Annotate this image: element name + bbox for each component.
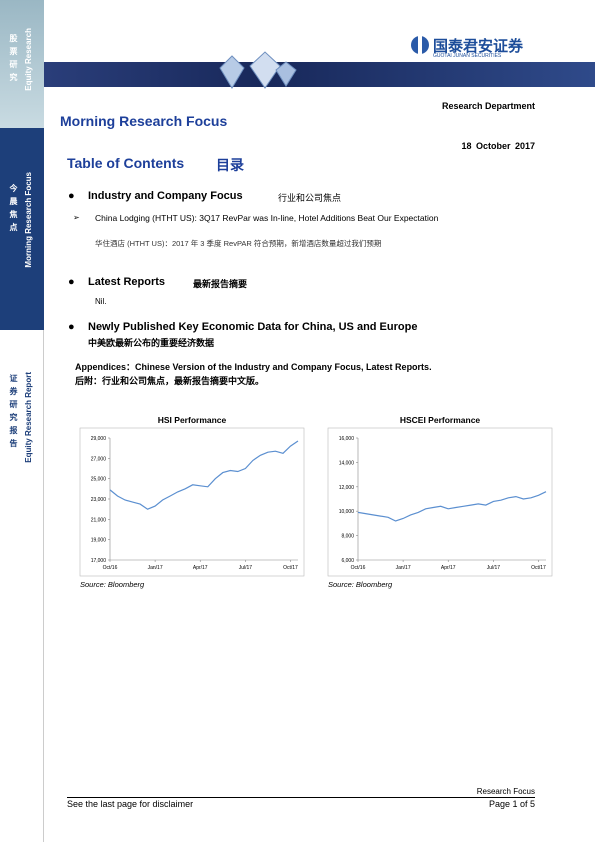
- y-tick-label: 25,000: [91, 477, 107, 483]
- section-title-cn: 中美欧最新公布的重要经济数据: [88, 338, 215, 348]
- x-tick-label: Oct/17: [283, 565, 298, 571]
- y-tick-label: 23,000: [91, 497, 107, 503]
- chart-frame: [327, 427, 553, 577]
- bullet: ●: [68, 321, 75, 333]
- x-tick-label: Oct/16: [103, 565, 118, 571]
- y-tick-label: 27,000: [91, 456, 107, 462]
- chart: HSI Performance 17,000 19,000 21,000 23,000 2…: [79, 415, 305, 589]
- sidebar-en: Equity Research: [24, 28, 33, 91]
- x-tick-label: Oct/17: [531, 565, 546, 571]
- y-tick-label: 8,000: [341, 534, 354, 540]
- sidebar-cn: 今晨焦点: [9, 184, 18, 236]
- department: Research Department: [441, 101, 535, 111]
- section-title: Latest Reports: [88, 276, 166, 288]
- y-tick-label: 12,000: [339, 485, 355, 491]
- header-bar: [44, 62, 595, 87]
- sidebar-en: Morning Research Focus: [24, 172, 33, 268]
- report-title: Morning Research Focus: [60, 113, 228, 129]
- note: Nil.: [95, 297, 107, 306]
- toc-title-cn: 目录: [216, 157, 244, 173]
- arrow: ➢: [73, 213, 80, 222]
- bullet: ●: [68, 190, 75, 202]
- sidebar-block: 证券研究报告 Equity Research Report: [0, 330, 44, 842]
- line: [357, 491, 547, 522]
- toc-title: Table of Contents: [67, 155, 185, 171]
- sidebar-cn: 证券研究报告: [9, 374, 18, 452]
- x-tick-label: Jul/17: [239, 565, 253, 571]
- chart: HSCEI Performance 6,000 8,000 10,000 12,000 1…: [327, 415, 553, 589]
- x-tick-label: Jan/17: [148, 565, 163, 571]
- sidebar-cn: 股票研究: [9, 34, 18, 86]
- line: [109, 440, 299, 510]
- appendix: Appendices：Chinese Version of the Indust…: [75, 362, 432, 372]
- footer-rule: [67, 797, 535, 798]
- appendix-cn: 后附：行业和公司焦点，最新报告摘要中文版。: [75, 376, 265, 386]
- section-title: Newly Published Key Economic Data for Ch…: [88, 321, 418, 333]
- y-tick-label: 14,000: [339, 460, 355, 466]
- y-tick-label: 10,000: [339, 509, 355, 515]
- sidebar-block: 股票研究 Equity Research: [0, 0, 44, 128]
- chart-source: Source: Bloomberg: [328, 580, 393, 589]
- logo-text: 国泰君安证券: [433, 38, 524, 55]
- logo-mark: [411, 36, 429, 54]
- x-tick-label: Jul/17: [487, 565, 501, 571]
- sidebar-block: 今晨焦点 Morning Research Focus: [0, 128, 44, 330]
- chart-title: HSI Performance: [158, 415, 227, 425]
- y-tick-label: 6,000: [341, 558, 354, 564]
- x-tick-label: Oct/16: [351, 565, 366, 571]
- item: China Lodging (HTHT US): 3Q17 RevPar was…: [95, 213, 439, 223]
- diamond-graphic: [219, 51, 297, 89]
- date: 18 October 2017: [461, 141, 535, 151]
- x-tick-label: Apr/17: [193, 565, 208, 571]
- section-title-cn: 最新报告摘要: [193, 279, 248, 289]
- chart-frame: [79, 427, 305, 577]
- chart-title: HSCEI Performance: [400, 415, 481, 425]
- y-tick-label: 19,000: [91, 538, 107, 544]
- disclaimer: See the last page for disclaimer: [67, 799, 194, 809]
- x-tick-label: Apr/17: [441, 565, 456, 571]
- item-cn: 华住酒店 (HTHT US)：2017 年 3 季度 RevPAR 符合预期，新…: [95, 239, 382, 248]
- section-title: Industry and Company Focus: [88, 190, 243, 202]
- y-tick-label: 16,000: [339, 436, 355, 442]
- footer-series: Research Focus: [476, 787, 535, 796]
- sidebar-en: Equity Research Report: [24, 372, 33, 463]
- y-tick-label: 17,000: [91, 558, 107, 564]
- logo-subtext: GUOTAI JUNAN SECURITIES: [433, 53, 502, 59]
- y-tick-label: 29,000: [91, 436, 107, 442]
- chart-source: Source: Bloomberg: [80, 580, 145, 589]
- bullet: ●: [68, 276, 75, 288]
- section-title-cn: 行业和公司焦点: [278, 193, 342, 203]
- y-tick-label: 21,000: [91, 517, 107, 523]
- page-number: Page 1 of 5: [488, 799, 535, 809]
- x-tick-label: Jan/17: [396, 565, 411, 571]
